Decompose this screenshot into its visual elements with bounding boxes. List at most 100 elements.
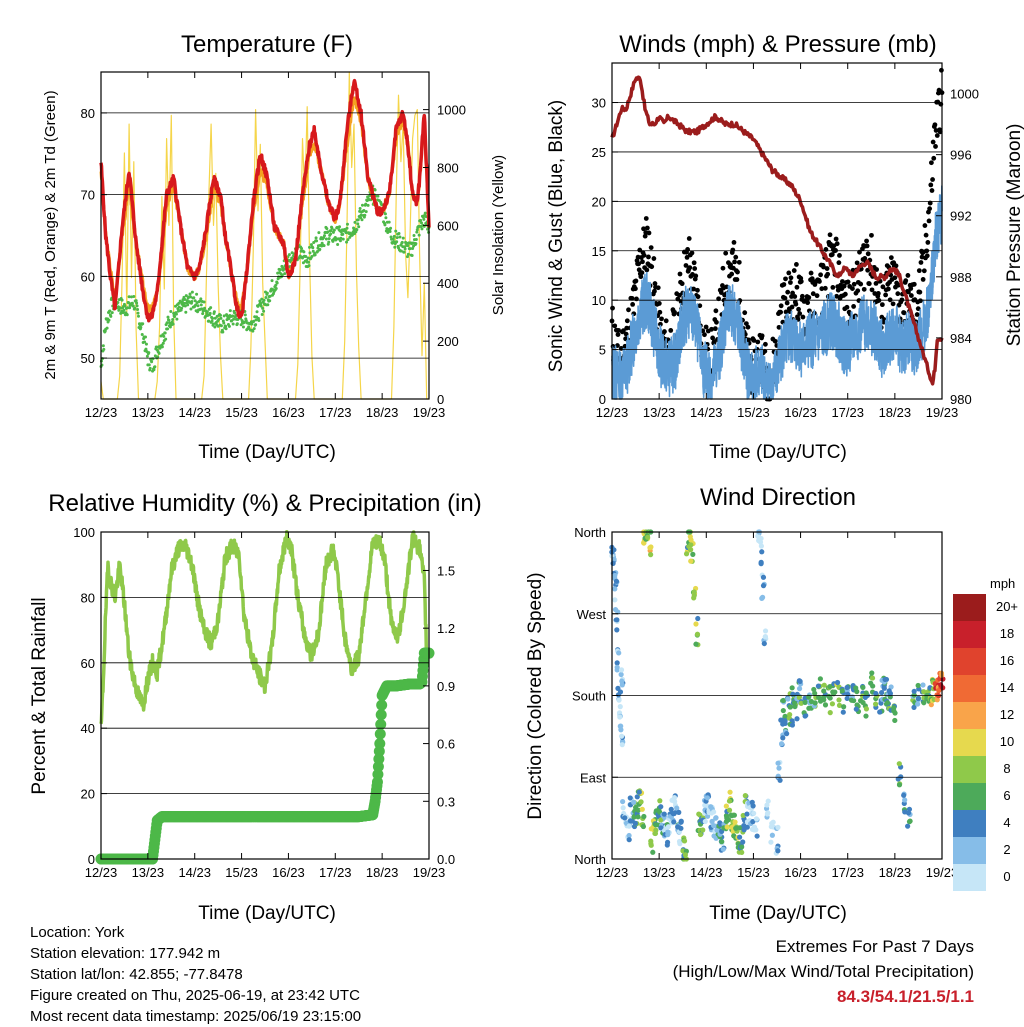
gust-point <box>733 254 739 260</box>
dewpoint-point <box>252 319 256 323</box>
direction-point <box>815 683 822 689</box>
x-tick-label: 14/23 <box>690 865 723 880</box>
gust-point <box>683 263 689 268</box>
dewpoint-point <box>345 222 349 226</box>
dewpoint-point <box>283 272 287 276</box>
gust-point <box>695 294 701 300</box>
gust-point <box>862 255 868 261</box>
colorbar-swatch <box>953 783 986 810</box>
y-tick-label: 100 <box>73 525 95 540</box>
direction-point <box>693 621 699 627</box>
dewpoint-point <box>329 232 333 236</box>
wind-direction-panel: Wind Direction NorthEastSouthWestNorth12… <box>525 484 1018 924</box>
dewpoint-point <box>150 360 154 364</box>
gust-point <box>626 307 631 313</box>
dewpoint-point <box>147 351 151 355</box>
direction-point <box>688 558 694 564</box>
dewpoint-point <box>260 312 264 316</box>
dewpoint-point <box>274 286 278 290</box>
gust-point <box>808 270 814 276</box>
direction-point <box>713 815 719 821</box>
direction-point <box>720 846 726 852</box>
dewpoint-point <box>207 319 211 323</box>
dewpoint-point <box>306 256 310 260</box>
dewpoint-point <box>188 295 192 299</box>
dewpoint-point <box>182 301 186 305</box>
gust-point <box>616 327 621 333</box>
gust-point <box>632 286 638 292</box>
y-tick-label: East <box>580 770 606 785</box>
gust-point <box>833 236 839 242</box>
direction-point <box>719 839 725 845</box>
gust-point <box>743 321 749 326</box>
gust-point <box>642 233 648 239</box>
dewpoint-point <box>356 218 360 222</box>
gust-point <box>633 278 639 284</box>
gust-point <box>861 286 867 292</box>
dewpoint-point <box>231 322 235 326</box>
gust-point <box>927 206 933 212</box>
y2-tick-label: 992 <box>950 209 972 224</box>
dewpoint-point <box>414 238 418 242</box>
gust-point <box>837 253 842 258</box>
dewpoint-point <box>192 296 196 300</box>
gust-point <box>814 293 820 299</box>
dewpoint-point <box>135 304 139 308</box>
dewpoint-point <box>332 228 336 232</box>
gust-point <box>850 286 855 292</box>
wind-direction-ylabel: Direction (Colored By Speed) <box>525 572 546 819</box>
dewpoint-point <box>311 249 315 253</box>
dewpoint-point <box>190 299 194 303</box>
x-tick-label: 16/23 <box>784 405 817 420</box>
dewpoint-point <box>131 304 135 308</box>
gust-point <box>797 311 803 316</box>
dewpoint-point <box>265 291 269 295</box>
dewpoint-point <box>394 229 398 233</box>
gust-point <box>858 281 864 287</box>
direction-point <box>635 814 641 820</box>
x-tick-label: 12/23 <box>596 865 629 880</box>
dewpoint-point <box>357 225 361 229</box>
gust-point <box>782 295 788 301</box>
gust-point <box>790 290 795 296</box>
direction-point <box>661 811 667 817</box>
dewpoint-point <box>308 245 312 249</box>
direction-point <box>617 704 623 710</box>
gust-point <box>788 280 793 285</box>
precip-point <box>376 699 388 711</box>
dewpoint-point <box>405 241 409 245</box>
dewpoint-point <box>405 255 409 259</box>
direction-point <box>627 795 633 801</box>
direction-point <box>647 545 653 551</box>
direction-point <box>648 841 654 847</box>
dewpoint-point <box>139 325 143 329</box>
dewpoint-point <box>395 236 399 240</box>
gust-point <box>810 291 816 297</box>
gust-point <box>638 274 644 280</box>
direction-point <box>758 543 764 549</box>
direction-point <box>657 798 663 804</box>
gust-point <box>644 267 650 273</box>
winds-title: Winds (mph) & Pressure (mb) <box>619 31 936 58</box>
dewpoint-point <box>393 245 397 249</box>
gust-point <box>713 308 719 314</box>
gust-point <box>679 281 685 287</box>
direction-point <box>879 689 885 696</box>
gust-point <box>908 293 914 298</box>
dewpoint-point <box>268 294 272 298</box>
direction-point <box>618 667 625 673</box>
dewpoint-point <box>376 194 380 198</box>
direction-point <box>802 699 808 705</box>
direction-point <box>778 741 785 747</box>
dewpoint-point <box>268 299 272 303</box>
y-tick-label: 80 <box>81 590 95 605</box>
gust-point <box>793 301 799 307</box>
dewpoint-point <box>420 227 424 231</box>
dewpoint-point <box>231 314 235 318</box>
humidity-title: Relative Humidity (%) & Precipitation (i… <box>48 490 481 517</box>
dewpoint-point <box>209 306 213 310</box>
dewpoint-point <box>105 326 109 330</box>
gust-point <box>657 309 663 315</box>
x-tick-label: 18/23 <box>366 865 399 880</box>
